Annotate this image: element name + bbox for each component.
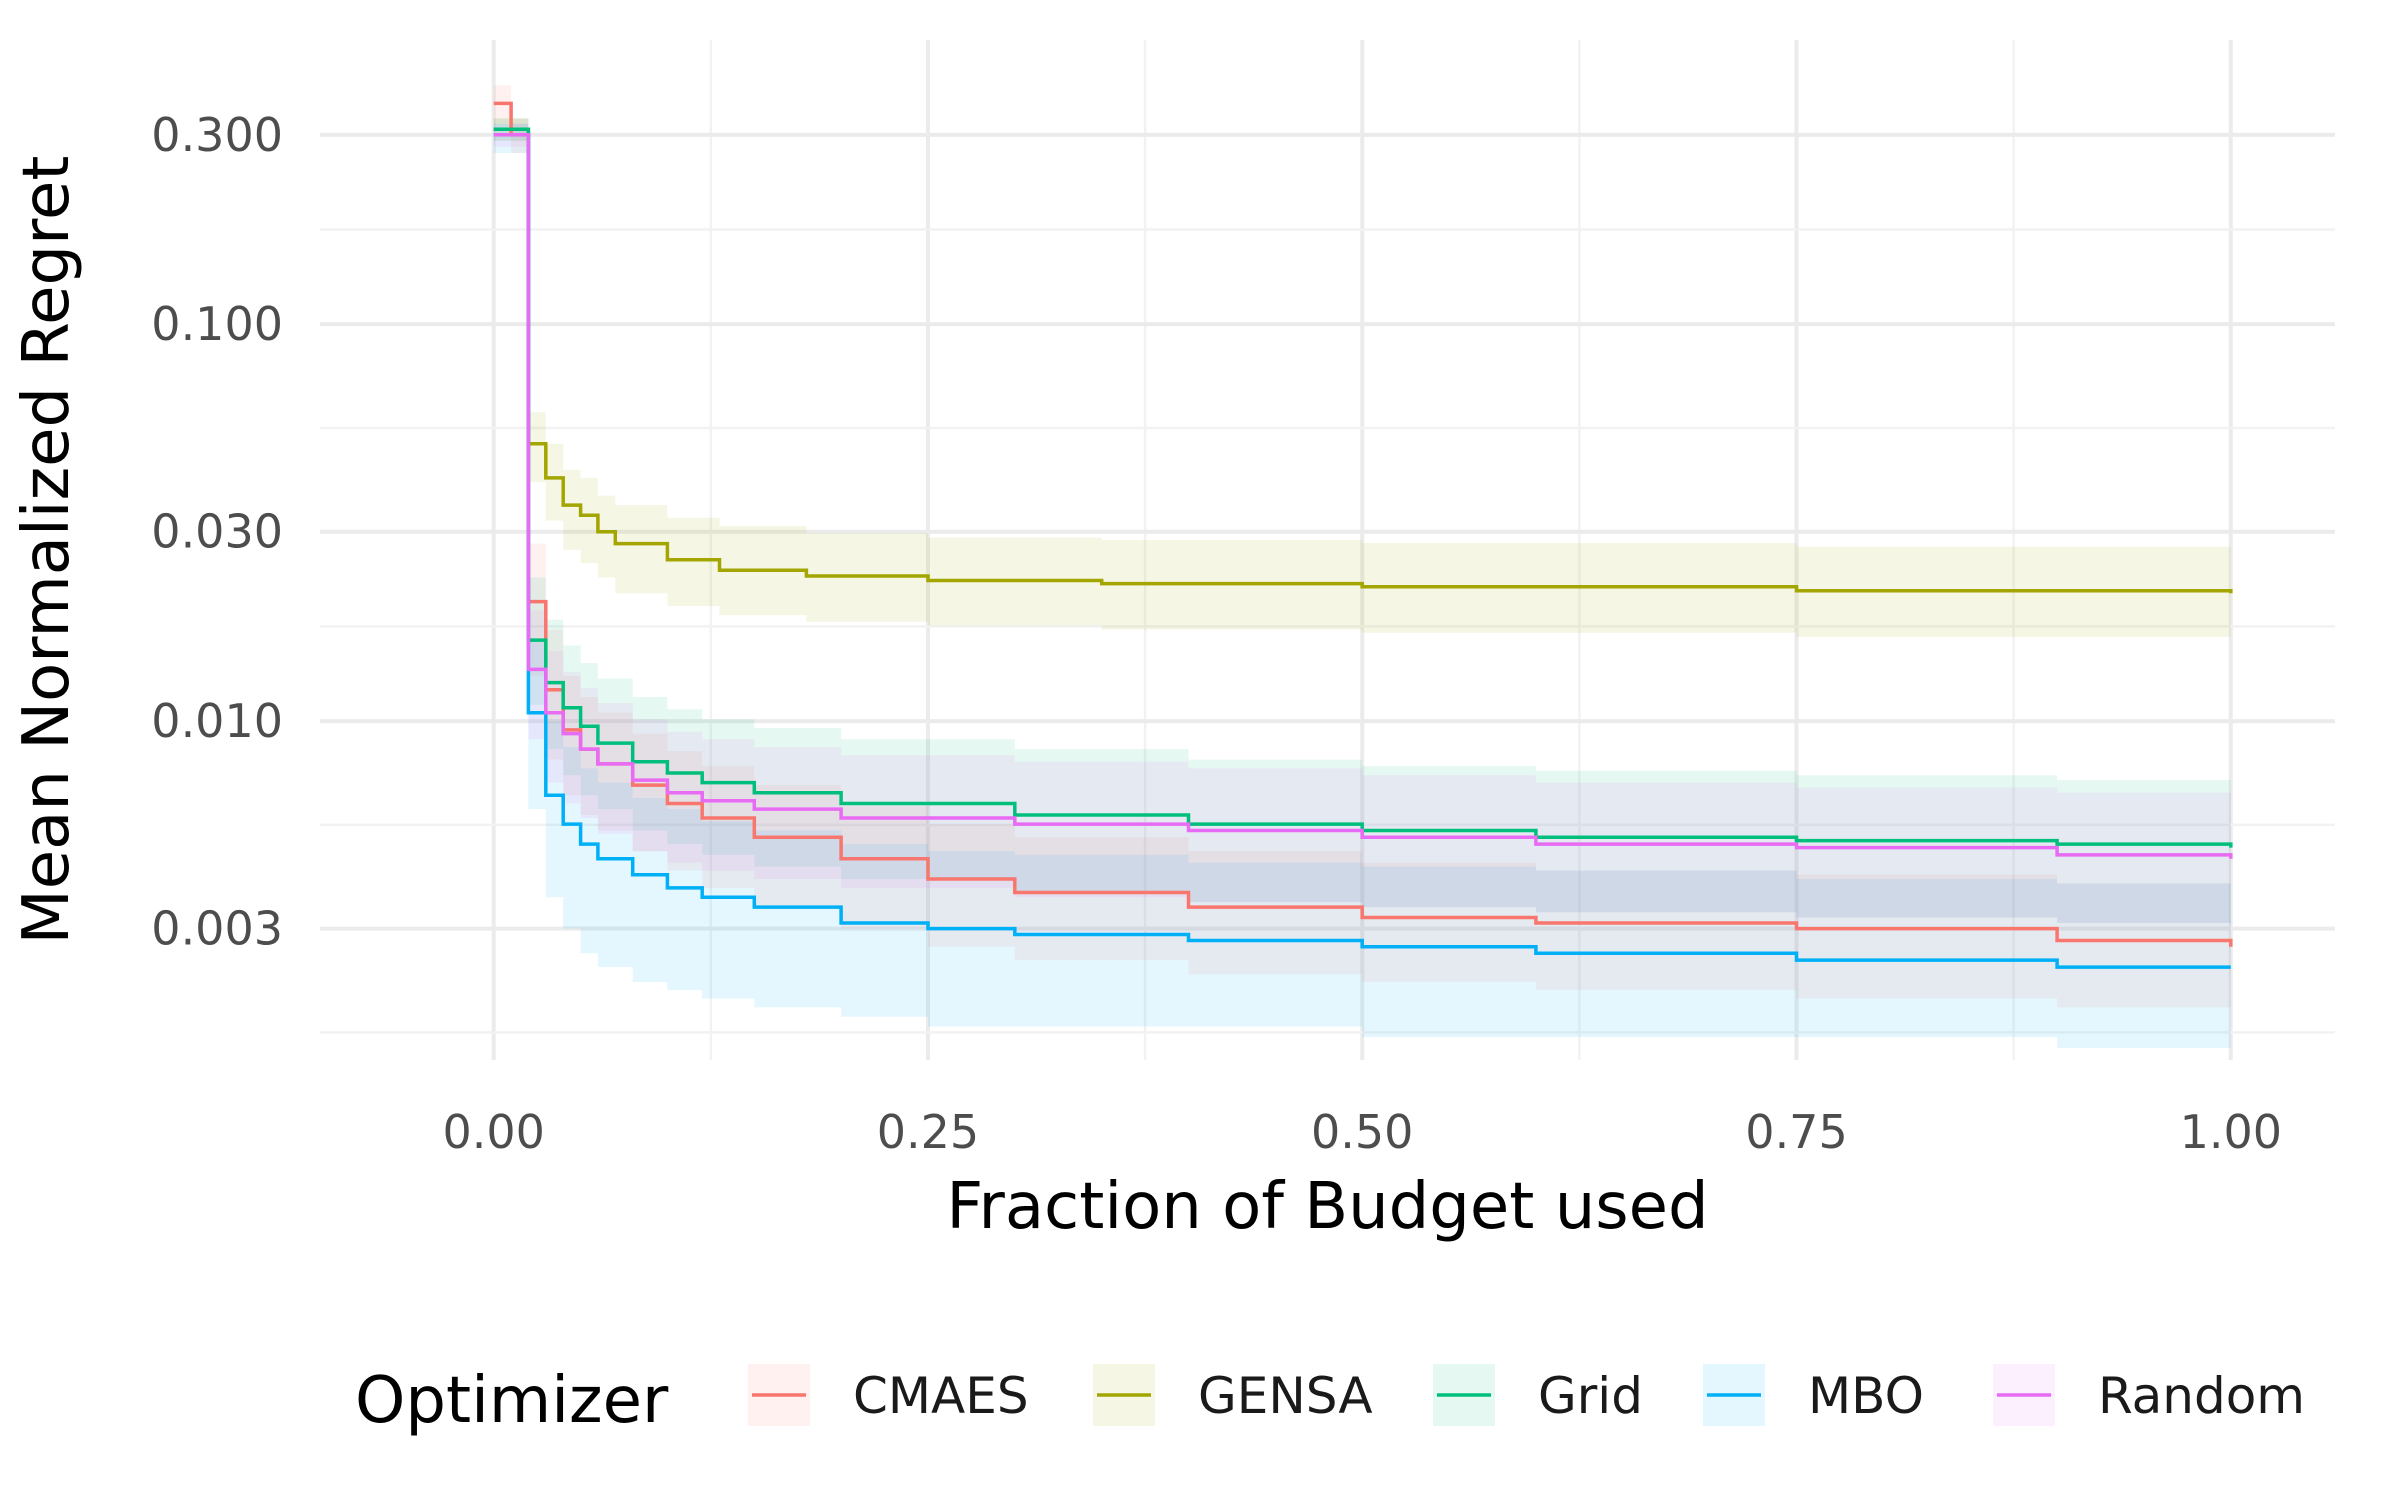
series-line-grid [493,127,2233,848]
series-line-mbo [493,133,2231,969]
band-gensa [493,118,2231,641]
band-cmaes [493,85,2231,1017]
legend-label-gensa: GENSA [1198,1367,1373,1425]
grid-layer [320,40,2335,1060]
x-tick-label: 1.00 [2180,1105,2282,1159]
y-tick-label: 0.100 [151,297,283,351]
x-tick-label: 0.50 [1311,1105,1413,1159]
legend: Optimizer CMAES GENSA Grid MBO Random [355,1364,2305,1438]
legend-label-mbo: MBO [1808,1367,1924,1425]
series-lines [493,101,2233,969]
series-line-gensa [493,127,2233,594]
y-tick-label: 0.010 [151,694,283,748]
series-line-random [493,133,2233,859]
y-tick-label: 0.003 [151,902,283,956]
y-axis-title: Mean Normalized Regret [10,156,84,945]
legend-title: Optimizer [355,1364,669,1438]
legend-label-grid: Grid [1538,1367,1643,1425]
x-tick-label: 0.00 [442,1105,544,1159]
x-axis-title: Fraction of Budget used [946,1170,1708,1244]
y-tick-label: 0.300 [151,108,283,162]
legend-label-random: Random [2098,1367,2305,1425]
legend-label-cmaes: CMAES [853,1367,1029,1425]
series-line-cmaes [493,101,2233,947]
y-tick-label: 0.030 [151,505,283,559]
y-axis-ticks: 0.003 0.010 0.030 0.100 0.300 [151,108,283,956]
x-tick-label: 0.75 [1745,1105,1847,1159]
x-tick-label: 0.25 [877,1105,979,1159]
band-mbo [493,123,2231,1049]
x-axis-ticks: 0.00 0.25 0.50 0.75 1.00 [442,1105,2281,1159]
